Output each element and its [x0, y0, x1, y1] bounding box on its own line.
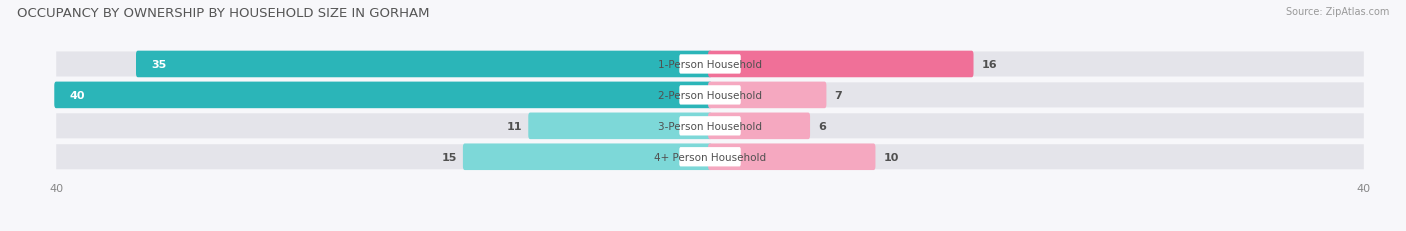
- FancyBboxPatch shape: [679, 147, 741, 167]
- FancyBboxPatch shape: [56, 114, 1364, 139]
- FancyBboxPatch shape: [709, 52, 973, 78]
- Text: 10: 10: [883, 152, 898, 162]
- FancyBboxPatch shape: [709, 113, 810, 140]
- FancyBboxPatch shape: [529, 113, 711, 140]
- Legend: Owner-occupied, Renter-occupied: Owner-occupied, Renter-occupied: [598, 229, 823, 231]
- Text: 1-Person Household: 1-Person Household: [658, 60, 762, 70]
- Text: 7: 7: [834, 91, 842, 100]
- FancyBboxPatch shape: [136, 52, 711, 78]
- FancyBboxPatch shape: [709, 144, 876, 170]
- Text: 11: 11: [506, 121, 522, 131]
- FancyBboxPatch shape: [679, 55, 741, 74]
- FancyBboxPatch shape: [463, 144, 711, 170]
- FancyBboxPatch shape: [56, 52, 1364, 77]
- Text: Source: ZipAtlas.com: Source: ZipAtlas.com: [1285, 7, 1389, 17]
- FancyBboxPatch shape: [679, 86, 741, 105]
- Text: 15: 15: [441, 152, 457, 162]
- FancyBboxPatch shape: [55, 82, 711, 109]
- Text: 4+ Person Household: 4+ Person Household: [654, 152, 766, 162]
- FancyBboxPatch shape: [679, 117, 741, 136]
- Text: 16: 16: [981, 60, 997, 70]
- Text: 35: 35: [150, 60, 166, 70]
- FancyBboxPatch shape: [56, 83, 1364, 108]
- Text: 6: 6: [818, 121, 825, 131]
- Text: 2-Person Household: 2-Person Household: [658, 91, 762, 100]
- Text: OCCUPANCY BY OWNERSHIP BY HOUSEHOLD SIZE IN GORHAM: OCCUPANCY BY OWNERSHIP BY HOUSEHOLD SIZE…: [17, 7, 429, 20]
- FancyBboxPatch shape: [709, 82, 827, 109]
- FancyBboxPatch shape: [56, 145, 1364, 170]
- Text: 40: 40: [69, 91, 84, 100]
- Text: 3-Person Household: 3-Person Household: [658, 121, 762, 131]
